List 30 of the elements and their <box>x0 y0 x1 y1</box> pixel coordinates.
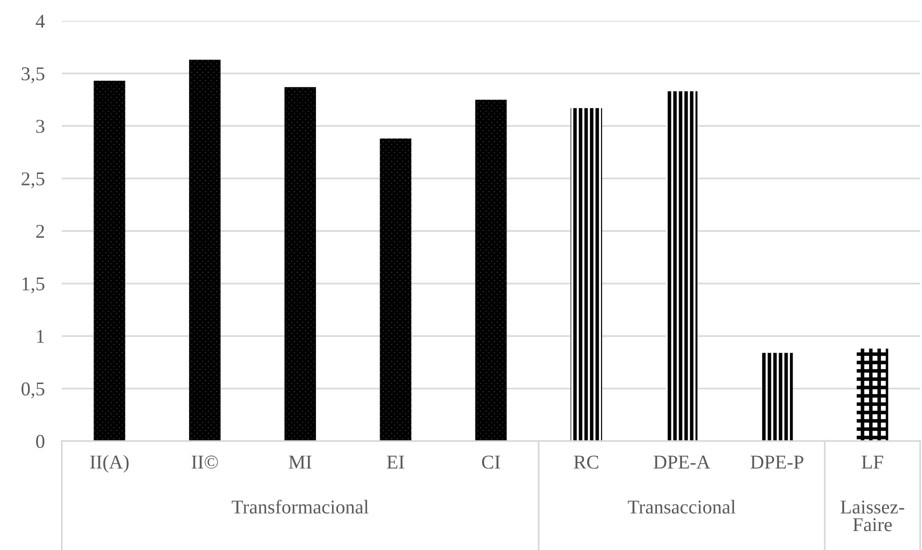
text: Transformacional <box>232 500 369 514</box>
bar <box>761 352 793 442</box>
bar <box>189 60 221 442</box>
y-tick-label: 3 <box>36 120 44 133</box>
x-tick-label: DPE-P <box>750 456 804 469</box>
y-tick-label: 1,5 <box>22 277 44 294</box>
y-tick-label: 3,5 <box>22 67 44 84</box>
y-tick-label: 2,5 <box>22 172 44 188</box>
y-tick-label: 0 <box>36 434 44 448</box>
y-tick-label: 1 <box>37 330 44 343</box>
bar <box>380 138 412 442</box>
y-tick-label: 2 <box>36 224 44 238</box>
x-tick-label: CI <box>482 456 500 469</box>
bar <box>284 87 316 442</box>
x-tick-label: II(A) <box>90 454 129 473</box>
text: Laissez- Faire <box>840 500 904 532</box>
x-tick-label: EI <box>386 456 404 468</box>
x-tick-label: LF <box>862 456 884 468</box>
bar <box>475 100 507 442</box>
y-tick-label: 4 <box>36 14 45 28</box>
bar <box>94 80 126 442</box>
bar <box>666 91 698 442</box>
x-tick-label: DPE-A <box>654 456 710 469</box>
bar <box>570 108 602 442</box>
y-tick-label: 0,5 <box>22 382 44 398</box>
x-tick-label: MI <box>288 456 312 468</box>
bar <box>856 348 888 442</box>
x-tick-label: II© <box>192 456 218 469</box>
x-tick-label: RC <box>574 456 598 469</box>
text: Transaccional <box>628 500 736 514</box>
